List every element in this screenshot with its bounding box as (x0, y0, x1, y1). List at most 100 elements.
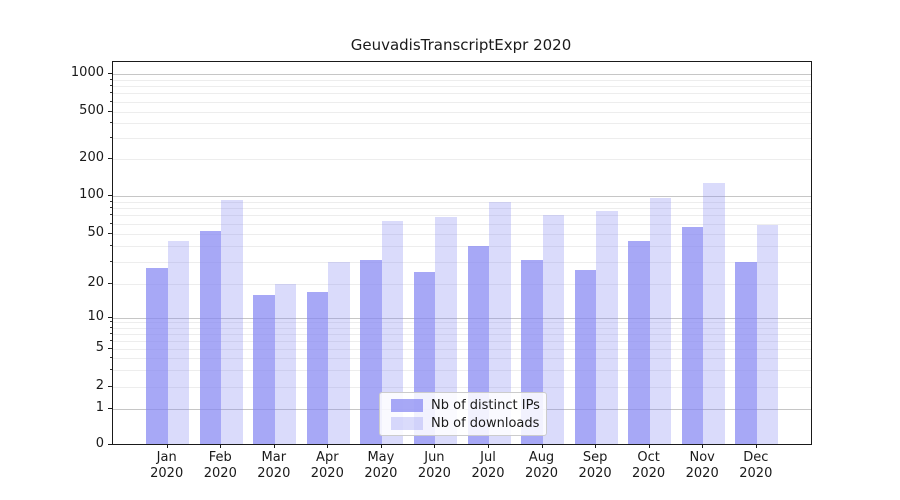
bar-apr-2020-downloads (328, 261, 350, 444)
y-axis-tick-label: 1000 (70, 65, 104, 80)
bar-aug-2020-downloads (542, 215, 564, 444)
y-minor-tick-mark (110, 100, 112, 102)
bar-nov-2020-distinct-ips (681, 226, 704, 444)
gridline-minor (113, 340, 811, 342)
legend-item-distinct-ips: Nb of distinct IPs (380, 398, 546, 413)
y-tick-mark (108, 407, 112, 409)
y-minor-tick-mark (110, 260, 112, 262)
y-minor-tick-mark (110, 326, 112, 328)
bar-oct-2020-distinct-ips (628, 240, 650, 444)
x-axis-tick-label: Jun 2020 (417, 450, 451, 481)
y-axis-tick-label: 1 (95, 399, 104, 415)
y-minor-tick-mark (110, 222, 112, 224)
bar-mar-2020-distinct-ips (253, 294, 275, 444)
y-axis-tick-label: 100 (79, 187, 104, 203)
x-tick-mark (434, 444, 436, 448)
y-axis-tick-label: 5 (95, 339, 104, 355)
gridline-minor (113, 233, 811, 235)
bar-jun-2020-downloads (435, 217, 457, 444)
x-axis-tick-label: Sep 2020 (578, 450, 612, 481)
gridline-minor (113, 284, 811, 285)
bar-apr-2020-distinct-ips (306, 291, 329, 444)
gridline-minor (113, 369, 811, 371)
x-tick-mark (648, 444, 650, 448)
gridline-minor (113, 208, 811, 210)
y-axis-tick-label: 20 (87, 275, 104, 290)
gridline-minor (113, 138, 811, 140)
x-axis-tick-label: Nov 2020 (685, 450, 719, 481)
bar-nov-2020-downloads (703, 182, 725, 444)
legend-swatch-distinct-ips (391, 398, 423, 412)
x-axis-tick-label: Dec 2020 (739, 450, 773, 481)
y-minor-tick-mark (110, 339, 112, 341)
y-minor-tick-mark (110, 92, 112, 94)
gridline-minor (113, 348, 811, 350)
y-minor-tick-mark (110, 158, 112, 160)
y-tick-mark (108, 195, 112, 197)
x-tick-mark (166, 444, 168, 448)
x-tick-mark (380, 444, 382, 448)
gridline-minor (113, 223, 811, 225)
x-tick-mark (541, 444, 543, 448)
y-minor-tick-mark (110, 214, 112, 216)
y-minor-tick-mark (110, 283, 112, 284)
y-axis-tick-label: 2 (95, 377, 104, 393)
y-minor-tick-mark (110, 347, 112, 349)
gridline-major (113, 74, 811, 75)
gridline-minor (113, 322, 811, 324)
x-axis-tick-label: Apr 2020 (310, 450, 344, 481)
x-tick-mark (755, 444, 757, 448)
bar-mar-2020-downloads (274, 284, 297, 444)
bar-may-2020-distinct-ips (360, 259, 382, 444)
gridline-minor (113, 333, 811, 335)
gridline-minor (113, 327, 811, 329)
x-tick-mark (702, 444, 704, 448)
bar-jan-2020-distinct-ips (146, 267, 168, 444)
x-tick-mark (488, 444, 489, 448)
y-minor-tick-mark (110, 244, 112, 246)
bar-may-2020-downloads (381, 221, 404, 444)
legend: Nb of distinct IPs Nb of downloads (379, 392, 547, 436)
x-axis-tick-label: Mar 2020 (257, 450, 291, 481)
bar-dec-2020-downloads (756, 224, 779, 444)
gridline-minor (113, 215, 811, 217)
x-tick-mark (327, 444, 329, 448)
y-minor-tick-mark (110, 321, 112, 323)
legend-item-downloads: Nb of downloads (380, 416, 546, 431)
bar-sep-2020-distinct-ips (574, 269, 597, 444)
y-tick-mark (108, 443, 112, 445)
gridline-minor (113, 386, 811, 388)
y-minor-tick-mark (110, 232, 112, 234)
x-axis-tick-label: Oct 2020 (632, 450, 666, 481)
gridline-minor (113, 123, 811, 125)
gridline-major (113, 317, 811, 319)
bar-sep-2020-downloads (596, 211, 618, 444)
y-axis-tick-label: 500 (79, 102, 104, 118)
y-axis-tick-label: 200 (79, 150, 104, 166)
gridline-minor (113, 86, 811, 88)
legend-swatch-downloads (391, 416, 423, 430)
gridline-minor (113, 93, 811, 95)
y-minor-tick-mark (110, 85, 112, 87)
gridline-minor (113, 111, 811, 113)
gridline-major (113, 196, 811, 198)
bar-feb-2020-downloads (221, 199, 243, 444)
gridline-minor (113, 159, 811, 161)
y-minor-tick-mark (110, 368, 112, 370)
y-minor-tick-mark (110, 357, 112, 358)
y-minor-tick-mark (110, 78, 112, 80)
bar-jul-2020-downloads (489, 202, 511, 444)
gridline-minor (113, 358, 811, 359)
y-axis-tick-label: 50 (87, 224, 104, 240)
y-minor-tick-mark (110, 110, 112, 112)
y-minor-tick-mark (110, 201, 112, 202)
x-axis-tick-label: Jan 2020 (150, 450, 184, 481)
x-axis-tick-label: Aug 2020 (524, 450, 559, 481)
x-tick-mark (273, 444, 275, 448)
legend-label-distinct-ips: Nb of distinct IPs (431, 397, 540, 413)
y-minor-tick-mark (110, 332, 112, 334)
y-axis-tick-label: 10 (87, 308, 104, 324)
x-axis-tick-label: May 2020 (364, 450, 398, 481)
y-minor-tick-mark (110, 385, 112, 387)
